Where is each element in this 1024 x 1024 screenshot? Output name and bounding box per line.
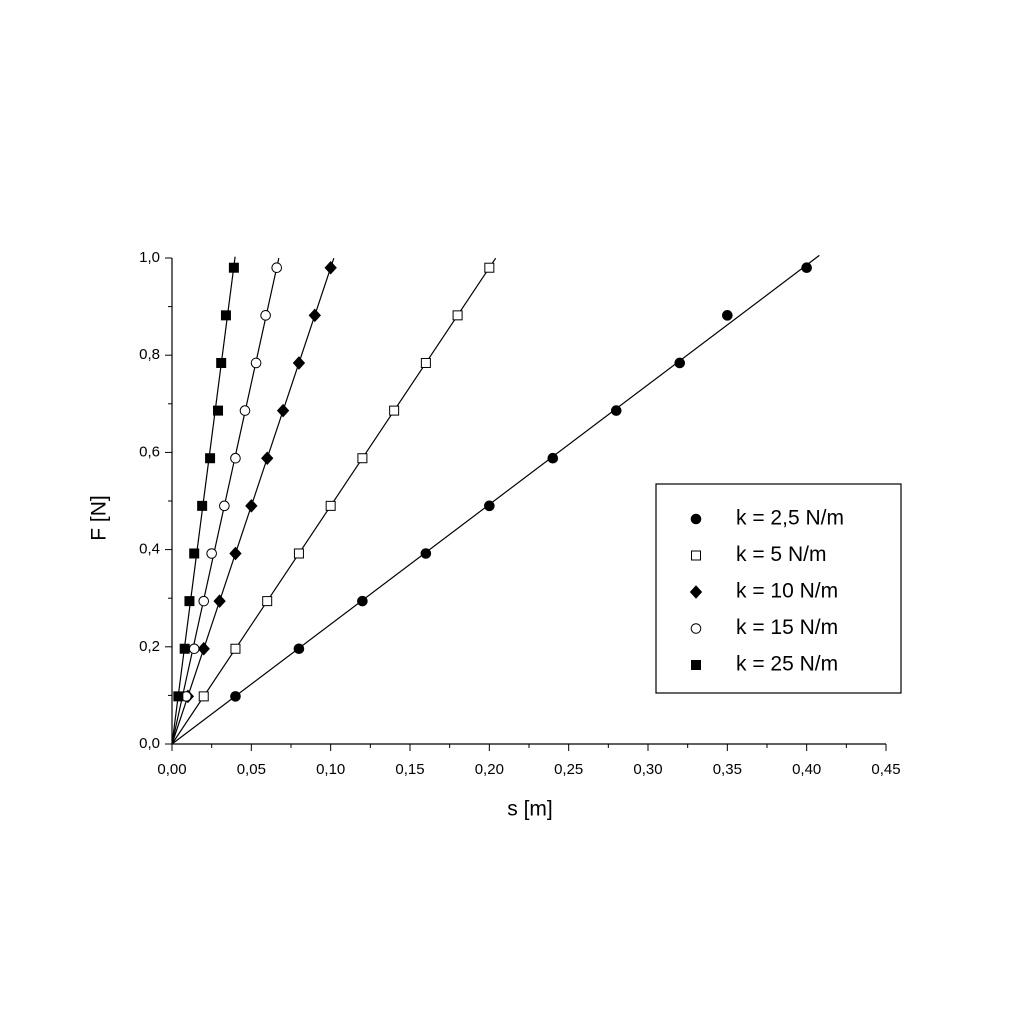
marker — [220, 310, 231, 321]
marker — [173, 691, 184, 702]
marker — [245, 499, 258, 513]
marker — [179, 643, 190, 654]
legend-marker — [689, 585, 703, 599]
marker — [188, 643, 200, 655]
marker — [230, 452, 241, 464]
x-tick-label: 0,35 — [713, 761, 742, 778]
marker — [205, 453, 216, 464]
legend-marker — [690, 623, 702, 634]
marker — [484, 500, 495, 512]
marker — [262, 596, 273, 607]
marker — [198, 595, 210, 607]
marker — [674, 357, 686, 369]
marker — [189, 548, 200, 559]
marker — [293, 643, 305, 655]
y-tick-label: 0,4 — [139, 541, 160, 558]
legend-marker — [691, 550, 701, 561]
marker — [801, 262, 812, 274]
marker — [260, 310, 271, 321]
y-tick-label: 0,2 — [139, 638, 160, 655]
marker — [261, 451, 274, 465]
marker — [271, 262, 283, 274]
x-axis-label: s [m] — [507, 798, 553, 821]
legend-label: k = 10 N/m — [736, 580, 838, 603]
marker — [198, 691, 209, 702]
marker — [239, 405, 251, 416]
legend-label: k = 15 N/m — [736, 616, 838, 639]
marker — [420, 357, 431, 368]
marker — [325, 500, 336, 511]
marker — [420, 548, 432, 559]
marker — [228, 262, 239, 273]
marker — [229, 546, 242, 561]
marker — [308, 308, 321, 323]
legend-label: k = 25 N/m — [736, 653, 838, 676]
marker — [197, 642, 210, 656]
marker — [206, 548, 217, 559]
x-tick-label: 0,05 — [237, 761, 266, 778]
marker — [219, 500, 230, 512]
x-tick-label: 0,40 — [792, 761, 821, 778]
fit-line — [171, 256, 236, 745]
marker — [357, 453, 368, 464]
legend-marker — [691, 660, 701, 670]
marker — [452, 310, 463, 321]
y-tick-label: 0,6 — [139, 443, 160, 460]
marker — [293, 548, 304, 559]
x-tick-label: 0,30 — [633, 761, 662, 778]
marker — [484, 262, 495, 273]
legend-label: k = 5 N/m — [736, 543, 826, 566]
marker — [213, 405, 224, 416]
marker — [250, 357, 262, 369]
fit-line — [171, 254, 820, 745]
y-tick-label: 0,8 — [139, 346, 160, 363]
marker — [230, 643, 241, 654]
marker — [197, 500, 208, 511]
marker — [276, 403, 290, 418]
x-tick-label: 0,25 — [554, 761, 583, 778]
legend-label: k = 2,5 N/m — [736, 507, 844, 530]
x-tick-label: 0,10 — [316, 761, 345, 778]
y-axis-label: F [N] — [88, 495, 111, 541]
x-tick-label: 0,00 — [157, 761, 186, 778]
marker — [722, 310, 733, 321]
marker — [292, 356, 306, 370]
marker — [389, 405, 400, 416]
x-tick-label: 0,15 — [395, 761, 424, 778]
marker — [610, 405, 622, 416]
legend-marker — [690, 513, 702, 525]
marker — [357, 595, 368, 607]
marker — [324, 260, 337, 275]
x-tick-label: 0,20 — [475, 761, 504, 778]
y-tick-label: 0,0 — [139, 735, 160, 752]
marker — [213, 594, 226, 608]
marker — [216, 357, 227, 368]
marker — [230, 691, 241, 702]
marker — [184, 596, 195, 607]
y-tick-label: 1,0 — [139, 249, 160, 266]
x-tick-label: 0,45 — [871, 761, 900, 778]
marker — [547, 452, 559, 464]
